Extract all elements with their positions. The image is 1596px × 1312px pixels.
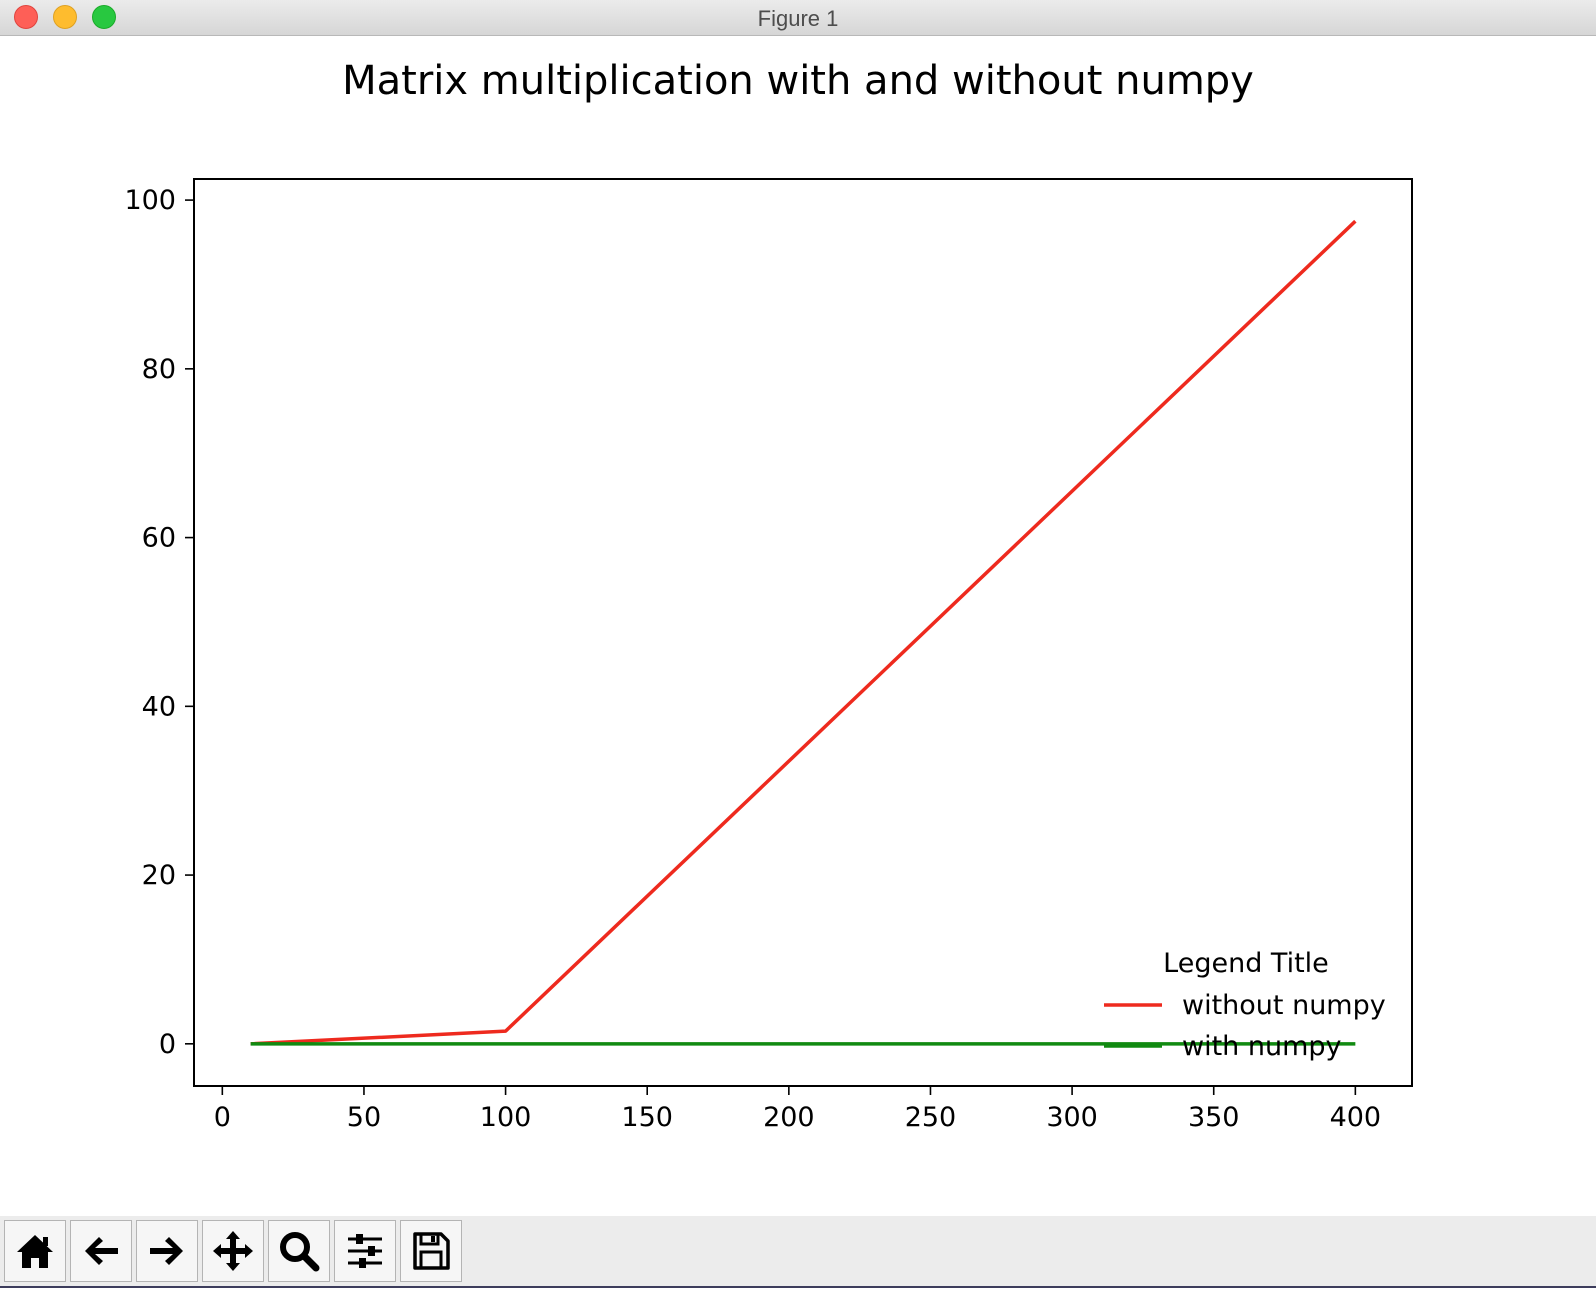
home-button[interactable] [4, 1220, 66, 1282]
sliders-icon [348, 1234, 382, 1268]
y-tick-label: 0 [159, 1029, 176, 1060]
window-title: Figure 1 [757, 6, 839, 31]
arrow-left-icon [85, 1237, 118, 1265]
back-button[interactable] [70, 1220, 132, 1282]
x-tick-label: 50 [347, 1102, 381, 1133]
window-titlebar: Figure 1 [0, 0, 1596, 36]
x-tick-label: 150 [621, 1102, 673, 1133]
x-tick-label: 400 [1330, 1102, 1382, 1133]
forward-button[interactable] [136, 1220, 198, 1282]
zoom-window-button[interactable] [92, 5, 116, 29]
configure-subplots-button[interactable] [334, 1220, 396, 1282]
y-tick-label: 80 [142, 354, 176, 385]
save-button[interactable] [400, 1220, 462, 1282]
y-tick-label: 60 [142, 523, 176, 554]
plot-frame [193, 178, 1413, 1087]
magnifier-icon [280, 1232, 320, 1272]
y-tick-label: 40 [142, 691, 176, 722]
y-tick-label: 100 [124, 185, 176, 216]
x-tick-label: 0 [214, 1102, 231, 1133]
zoom-button[interactable] [268, 1220, 330, 1282]
window-bottom-border [0, 1286, 1596, 1288]
line-chart: Matrix multiplication with and without n… [124, 58, 1413, 1133]
arrow-right-icon [150, 1237, 183, 1265]
pan-button[interactable] [202, 1220, 264, 1282]
legend-title: Legend Title [1163, 948, 1329, 979]
floppy-icon [413, 1232, 450, 1270]
legend-label: with numpy [1182, 1031, 1342, 1062]
home-icon [17, 1235, 53, 1268]
x-tick-label: 250 [905, 1102, 957, 1133]
series-line-without-numpy [250, 219, 1357, 1046]
close-window-button[interactable] [14, 5, 38, 29]
series-lines [250, 219, 1357, 1046]
window-bottom-strip [0, 1288, 1596, 1312]
minimize-window-button[interactable] [53, 5, 77, 29]
axes: 0 50 100 150 200 250 300 350 400 0 20 40 60 80 100 [124, 178, 1413, 1133]
move-icon [213, 1231, 253, 1271]
y-tick-label: 20 [142, 860, 176, 891]
x-tick-label: 300 [1046, 1102, 1098, 1133]
legend-label: without numpy [1182, 990, 1386, 1021]
figure-canvas[interactable]: Matrix multiplication with and without n… [0, 36, 1596, 1216]
x-tick-label: 200 [763, 1102, 815, 1133]
x-tick-label: 100 [480, 1102, 532, 1133]
chart-title: Matrix multiplication with and without n… [342, 58, 1254, 104]
x-tick-label: 350 [1188, 1102, 1240, 1133]
legend: Legend Title without numpy with numpy [1104, 948, 1386, 1062]
